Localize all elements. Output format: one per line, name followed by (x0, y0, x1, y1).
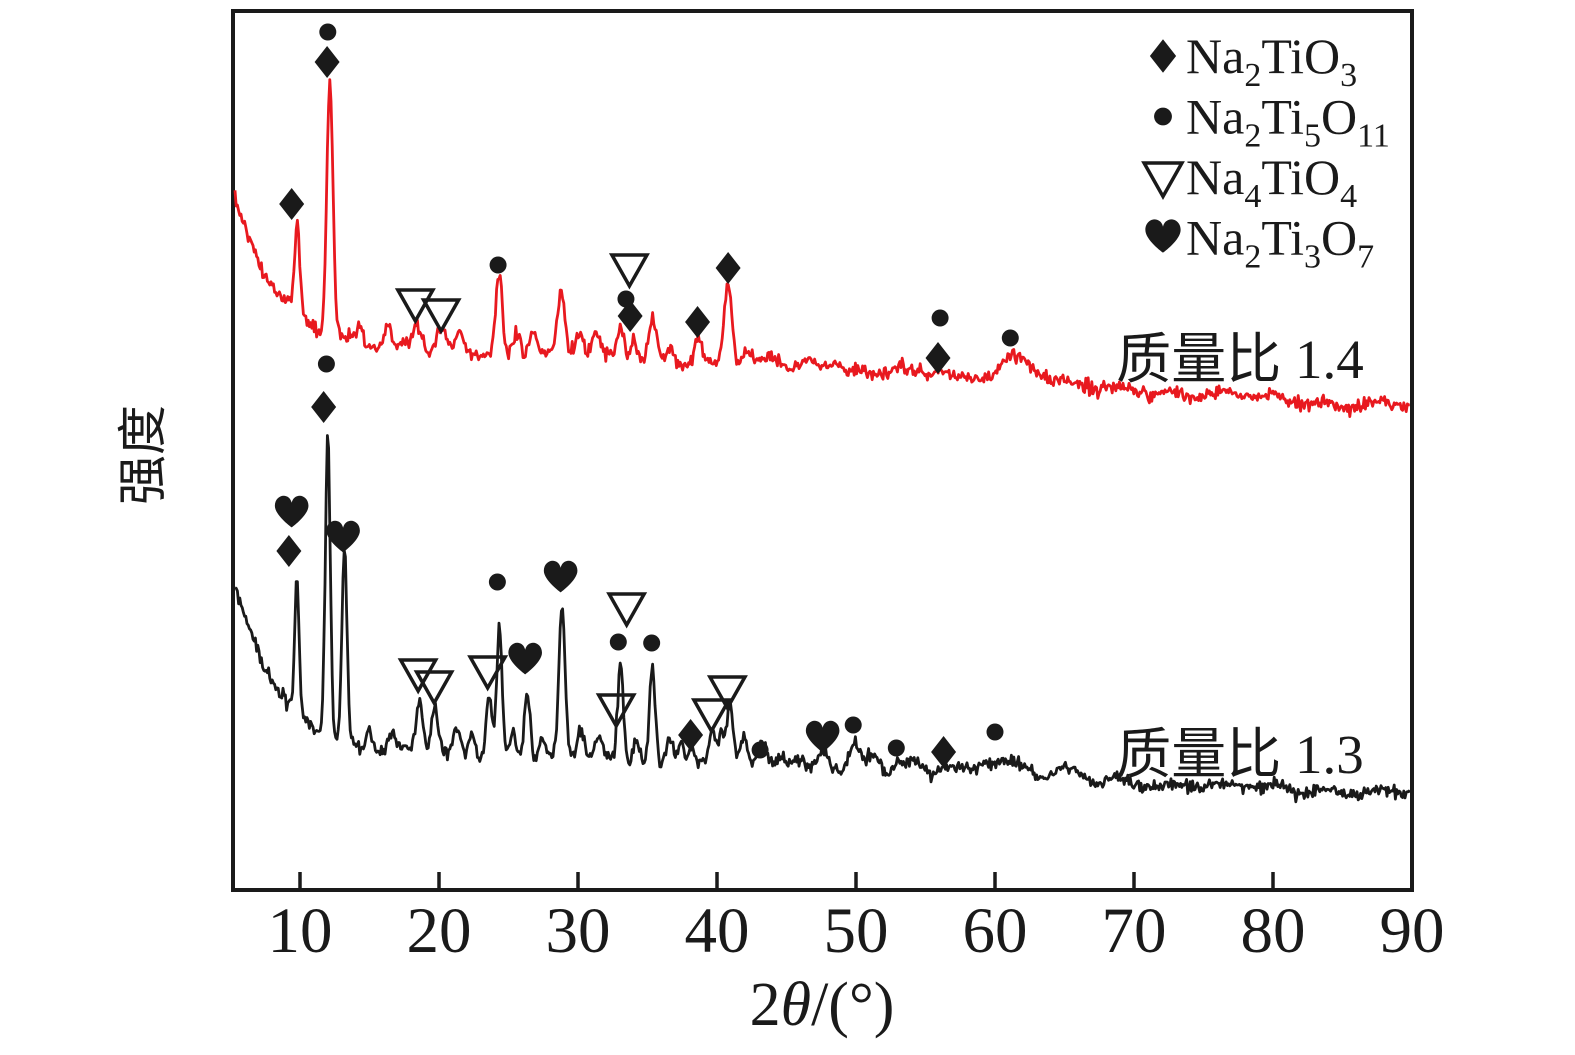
x-tick-label-60: 60 (963, 895, 1028, 967)
diamond-filled-icon (617, 300, 643, 332)
x-axis-title: 2θ/(°) (750, 971, 895, 1039)
diamond-filled-icon (678, 719, 704, 751)
diamond-filled-icon (276, 535, 302, 567)
legend-item-na2ti3o7: Na2Ti3O7 (1145, 210, 1374, 276)
x-axis-tick-labels: 10 20 30 40 50 60 70 80 90 (268, 895, 1445, 967)
x-tick-label-40: 40 (685, 895, 750, 967)
triangle-down-open-icon (467, 655, 509, 692)
legend-label: Na2Ti5O11 (1186, 89, 1390, 155)
legend-label: Na4TiO4 (1186, 149, 1357, 215)
diamond-filled-icon (1149, 39, 1177, 73)
dot-filled-icon (609, 633, 627, 651)
triangle-down-open-icon (606, 592, 648, 629)
diamond-filled-icon (931, 736, 957, 768)
triangle-down-open-icon (394, 288, 436, 325)
x-tick-label-70: 70 (1102, 895, 1167, 967)
x-tick-label-30: 30 (546, 895, 611, 967)
dot-filled-icon (1154, 107, 1172, 126)
triangle-down-open-icon (420, 298, 462, 335)
dot-filled-icon (1001, 329, 1019, 347)
heart-filled-icon (274, 495, 309, 528)
dot-filled-icon (319, 23, 337, 41)
dot-filled-icon (489, 256, 507, 274)
phase-markers (274, 23, 1019, 768)
legend-item-na2tio3: Na2TiO3 (1149, 28, 1357, 94)
legend-label: Na2TiO3 (1186, 28, 1357, 94)
x-tick-label-50: 50 (824, 895, 889, 967)
diamond-filled-icon (715, 252, 741, 284)
dot-filled-icon (844, 716, 862, 734)
triangle-down-open-icon (397, 658, 439, 695)
dot-filled-icon (488, 573, 506, 591)
x-axis-ticks (298, 872, 1414, 889)
series-label-mass-ratio-1-3: 质量比 1.3 (1116, 724, 1364, 785)
x-tick-label-90: 90 (1380, 895, 1445, 967)
dot-filled-icon (887, 739, 905, 757)
triangle-down-open-icon (1141, 161, 1185, 200)
heart-filled-icon (508, 642, 542, 675)
diamond-filled-icon (685, 306, 711, 338)
triangle-down-open-icon (413, 670, 455, 707)
x-tick-label-10: 10 (268, 895, 333, 967)
triangle-down-open-icon (608, 253, 650, 290)
dot-filled-icon (931, 309, 949, 327)
dot-filled-icon (617, 290, 635, 308)
heart-filled-icon (326, 520, 360, 553)
dot-filled-icon (317, 355, 335, 373)
dot-filled-icon (751, 741, 769, 759)
triangle-down-open-icon (690, 698, 732, 735)
x-tick-label-20: 20 (407, 895, 472, 967)
heart-filled-icon (805, 720, 840, 753)
y-axis-title: 强度 (115, 405, 171, 505)
curve-mass-ratio-1-4 (233, 78, 1410, 418)
legend-item-na4tio4: Na4TiO4 (1141, 149, 1357, 215)
heart-filled-icon (543, 560, 578, 593)
heart-filled-icon (1145, 219, 1181, 253)
triangle-down-open-icon (595, 693, 637, 730)
dot-filled-icon (986, 723, 1004, 741)
diamond-filled-icon (925, 342, 951, 374)
series-label-mass-ratio-1-4: 质量比 1.4 (1116, 329, 1364, 390)
diamond-filled-icon (311, 391, 337, 423)
legend-label: Na2Ti3O7 (1186, 210, 1374, 276)
dot-filled-icon (643, 634, 661, 652)
plot-frame (231, 9, 1414, 892)
triangle-down-open-icon (706, 675, 748, 712)
x-tick-label-80: 80 (1241, 895, 1306, 967)
diamond-filled-icon (314, 46, 340, 78)
diamond-filled-icon (279, 188, 305, 220)
legend-item-na2ti5o11: Na2Ti5O11 (1154, 89, 1390, 155)
